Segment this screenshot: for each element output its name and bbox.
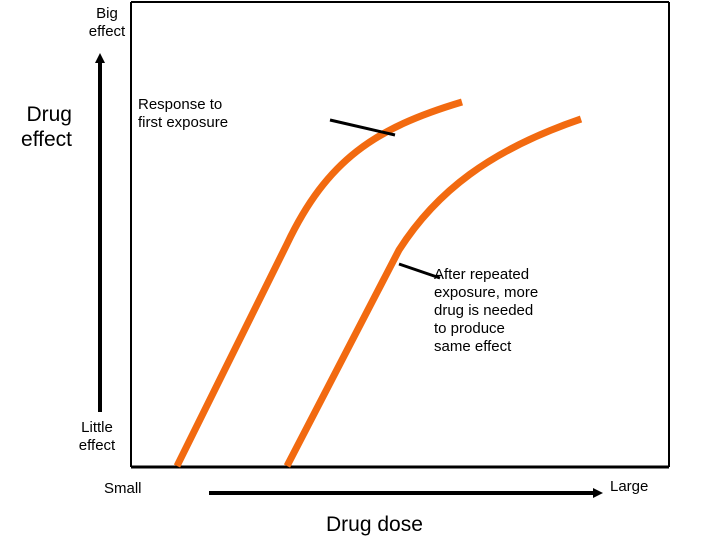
curve-first-exposure [173,98,464,468]
x-axis-right-label: Large [610,478,649,495]
pointer-first-exposure [329,118,396,137]
curve-repeated-exposure [283,115,583,468]
annotation-repeated-exposure: After repeated exposure, more drug is ne… [434,266,539,355]
pointer-repeated-exposure [398,262,441,280]
y-axis-top-label: Big effect [88,5,126,40]
y-axis-bottom-label: Little effect [78,419,116,454]
annotation-first-exposure: Response to first exposure [138,96,229,131]
y-axis-title: Drug effect [21,103,72,152]
x-axis-left-label: Small [104,480,142,497]
x-axis-title: Drug dose [326,513,423,536]
